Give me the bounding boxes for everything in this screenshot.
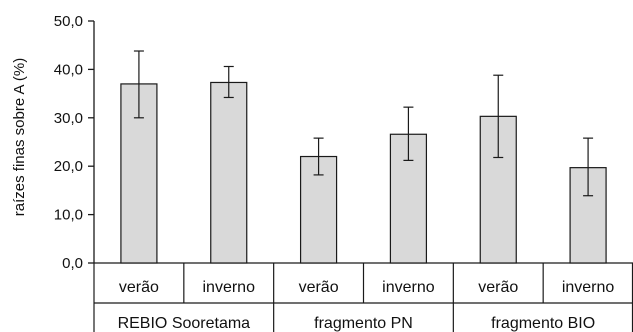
category-label: inverno bbox=[562, 279, 615, 296]
bar bbox=[120, 83, 158, 264]
category-label: verão bbox=[119, 279, 159, 296]
y-tick-label: 0,0 bbox=[62, 255, 83, 272]
bar bbox=[210, 81, 248, 264]
group-label: fragmento PN bbox=[314, 315, 413, 332]
group-label: REBIO Sooretama bbox=[118, 315, 251, 332]
category-label: verão bbox=[299, 279, 339, 296]
category-label: inverno bbox=[203, 279, 256, 296]
category-label: verão bbox=[478, 279, 518, 296]
y-axis-label: raízes finas sobre A (%) bbox=[11, 58, 28, 216]
y-tick-label: 30,0 bbox=[54, 110, 83, 127]
y-tick-label: 10,0 bbox=[54, 207, 83, 224]
group-label: fragmento BIO bbox=[491, 315, 595, 332]
y-tick-label: 40,0 bbox=[54, 61, 83, 78]
category-label: inverno bbox=[382, 279, 435, 296]
y-tick-label: 50,0 bbox=[54, 13, 83, 30]
y-tick-label: 20,0 bbox=[54, 158, 83, 175]
